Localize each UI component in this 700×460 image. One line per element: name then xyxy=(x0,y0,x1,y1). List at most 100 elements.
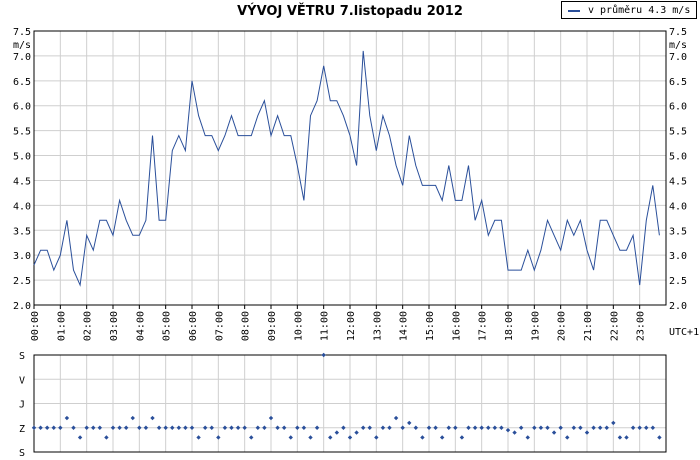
direction-point xyxy=(301,425,307,430)
direction-point xyxy=(235,425,241,430)
legend: v průměru 4.3 m/s xyxy=(561,1,697,19)
x-tick-label: 13:00 xyxy=(372,311,383,341)
direction-label: J xyxy=(19,400,25,411)
direction-point xyxy=(492,425,498,430)
direction-point xyxy=(31,425,37,430)
x-tick-label: 10:00 xyxy=(293,311,304,341)
direction-point xyxy=(459,435,465,440)
x-tick-label: 06:00 xyxy=(188,311,199,341)
direction-point xyxy=(150,415,155,421)
direction-point xyxy=(367,425,372,430)
direction-point xyxy=(426,425,432,430)
direction-point xyxy=(584,430,590,435)
y-tick-label-left: 2.0 xyxy=(13,301,31,312)
direction-point xyxy=(630,425,636,430)
direction-point xyxy=(439,435,445,440)
legend-label: v průměru 4.3 m/s xyxy=(588,5,691,16)
speed-line xyxy=(33,50,660,287)
direction-point xyxy=(117,425,122,430)
x-tick-label: 22:00 xyxy=(609,311,620,341)
x-tick-label: 00:00 xyxy=(30,311,41,341)
y-tick-label-right: 7.0 xyxy=(669,52,687,63)
x-tick-label: 02:00 xyxy=(83,311,94,341)
direction-point xyxy=(611,420,616,426)
direction-point xyxy=(123,425,129,430)
direction-point xyxy=(255,425,261,430)
y-axis-label-right: m/s xyxy=(669,40,687,51)
x-tick-label: 03:00 xyxy=(109,311,120,341)
direction-point xyxy=(637,425,642,430)
speed-axis-ticks: 2.0 2.0 2.5 2.5 3.0 3.0 3.5 3.5 4.0 4.0 4.5 4.5 5.0 5… xyxy=(13,27,699,341)
direction-point xyxy=(328,435,333,440)
direction-point xyxy=(387,425,392,430)
x-axis-label: UTC+1 xyxy=(669,327,699,338)
x-tick-label: 19:00 xyxy=(530,311,541,341)
direction-point xyxy=(321,352,326,358)
direction-grid xyxy=(33,354,667,453)
direction-point xyxy=(466,425,471,430)
direction-point xyxy=(499,425,504,430)
direction-point xyxy=(58,425,63,430)
direction-point xyxy=(314,425,320,430)
x-tick-label: 14:00 xyxy=(399,311,410,341)
direction-point xyxy=(347,435,353,440)
direction-point xyxy=(275,425,280,430)
direction-point xyxy=(38,425,43,430)
direction-label: S xyxy=(19,448,25,459)
direction-point xyxy=(189,425,195,430)
y-tick-label-right: 4.0 xyxy=(669,201,687,212)
y-tick-label-right: 5.5 xyxy=(669,127,687,138)
y-tick-label-right: 2.5 xyxy=(669,276,687,287)
direction-point xyxy=(512,430,517,435)
direction-point xyxy=(163,425,168,430)
y-tick-label-right: 3.5 xyxy=(669,226,687,237)
x-tick-label: 23:00 xyxy=(636,311,647,341)
y-tick-label-right: 3.0 xyxy=(669,251,687,262)
direction-point xyxy=(216,435,221,440)
y-tick-label-right: 6.0 xyxy=(669,102,687,113)
direction-point xyxy=(505,427,511,433)
direction-point xyxy=(196,435,201,440)
y-tick-label-left: 3.0 xyxy=(13,251,31,262)
direction-point xyxy=(183,425,188,430)
direction-point xyxy=(472,425,478,430)
direction-point xyxy=(551,430,557,435)
x-tick-label: 11:00 xyxy=(320,311,331,341)
direction-point xyxy=(604,425,609,430)
y-tick-label-right: 7.5 xyxy=(669,27,687,38)
direction-point xyxy=(380,425,386,430)
direction-points xyxy=(31,352,662,440)
x-tick-label: 16:00 xyxy=(451,311,462,341)
direction-point xyxy=(565,435,570,440)
direction-point xyxy=(209,425,214,430)
chart-title: VÝVOJ VĚTRU 7.listopadu 2012 xyxy=(237,4,463,19)
direction-point xyxy=(400,425,405,430)
y-tick-label-left: 7.0 xyxy=(13,52,31,63)
y-tick-label-left: 6.5 xyxy=(13,77,31,88)
direction-point xyxy=(571,425,577,430)
direction-point xyxy=(222,425,228,430)
direction-point xyxy=(110,425,116,430)
direction-point xyxy=(617,435,623,440)
y-tick-label-left: 4.0 xyxy=(13,201,31,212)
direction-point xyxy=(650,425,656,430)
direction-label: S xyxy=(19,351,25,362)
direction-point xyxy=(420,435,425,440)
direction-point xyxy=(71,425,76,430)
direction-point xyxy=(44,425,50,430)
direction-point xyxy=(545,425,550,430)
direction-point xyxy=(446,425,451,430)
x-tick-label: 12:00 xyxy=(346,311,357,341)
direction-point xyxy=(558,425,563,430)
x-tick-label: 18:00 xyxy=(504,311,515,341)
direction-point xyxy=(130,415,135,421)
direction-point xyxy=(104,435,109,440)
direction-point xyxy=(91,425,96,430)
speed-grid xyxy=(33,30,667,306)
direction-point xyxy=(242,425,247,430)
x-tick-label: 08:00 xyxy=(241,311,252,341)
y-tick-label-left: 2.5 xyxy=(13,276,31,287)
x-tick-label: 09:00 xyxy=(267,311,278,341)
direction-point xyxy=(644,425,649,430)
